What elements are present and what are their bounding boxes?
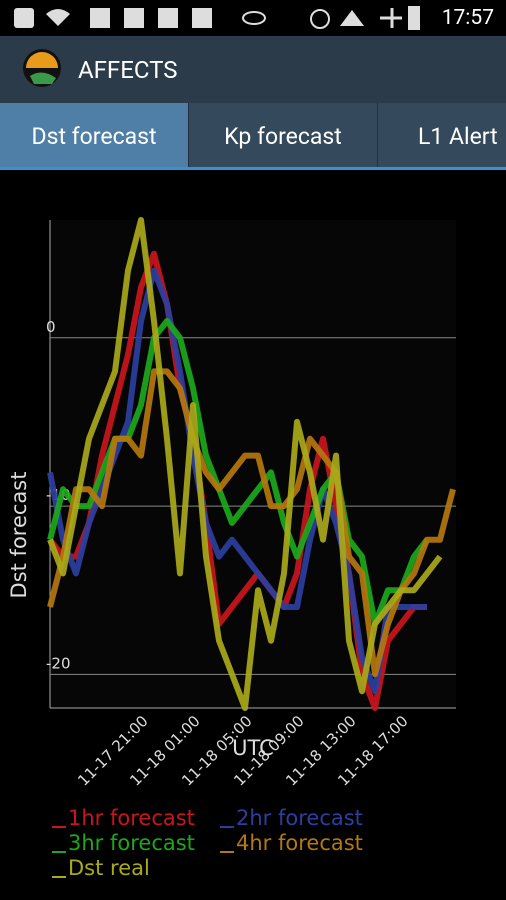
x-axis-title: UTC xyxy=(232,736,274,760)
legend-label: Dst real xyxy=(68,856,150,880)
app-title: AFFECTS xyxy=(78,56,178,84)
legend-label: 3hr forecast xyxy=(68,831,195,855)
y-tick-label: 0 xyxy=(46,318,56,336)
app-bar: AFFECTS xyxy=(0,36,506,103)
tab[interactable]: Dst forecast xyxy=(0,103,189,167)
app-icon[interactable] xyxy=(22,48,66,92)
tab[interactable]: Kp forecast xyxy=(189,103,378,167)
tab[interactable]: L1 Alert xyxy=(378,103,506,167)
tab-bar: Dst forecast Kp forecast L1 Alert xyxy=(0,103,506,170)
y-tick-label: -20 xyxy=(46,654,71,672)
legend-label: 1hr forecast xyxy=(68,806,195,830)
series-line xyxy=(47,368,456,678)
series-line xyxy=(47,217,443,711)
tab-indicator xyxy=(0,167,506,170)
y-axis-title: Dst forecast xyxy=(7,472,31,599)
status-icons-right xyxy=(242,6,420,30)
status-icons xyxy=(14,8,212,28)
legend-label: 2hr forecast xyxy=(236,806,363,830)
status-bar: 17:57 xyxy=(0,0,506,36)
legend-label: 4hr forecast xyxy=(236,831,363,855)
clock: 17:57 xyxy=(441,6,494,30)
